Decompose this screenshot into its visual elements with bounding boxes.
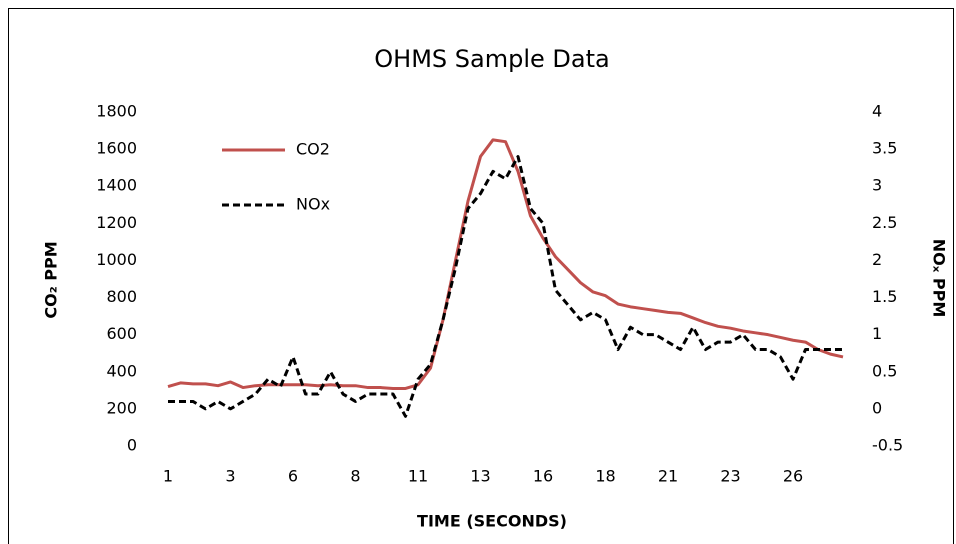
x-tick-label: 11	[408, 467, 428, 486]
y2-tick-label: 0.5	[872, 361, 897, 380]
y2-tick-label: 3	[872, 176, 882, 195]
x-tick-label: 13	[470, 467, 490, 486]
y-tick-label: 200	[106, 398, 137, 417]
x-tick-label: 18	[595, 467, 615, 486]
x-tick-label: 6	[288, 467, 298, 486]
chart-border	[8, 8, 954, 544]
x-tick-label: 1	[163, 467, 173, 486]
y-tick-label: 1400	[96, 176, 137, 195]
x-tick-label: 23	[720, 467, 740, 486]
y2-tick-label: -0.5	[872, 436, 903, 455]
legend-label: NOx	[296, 195, 330, 214]
x-tick-label: 3	[225, 467, 235, 486]
x-tick-label: 8	[350, 467, 360, 486]
x-tick-label: 16	[533, 467, 553, 486]
series-line	[167, 138, 844, 390]
y2-tick-label: 1.5	[872, 287, 897, 306]
y-tick-label: 1800	[96, 102, 137, 121]
x-axis-title: TIME (SECONDS)	[417, 512, 567, 531]
y2-tick-label: 2	[872, 250, 882, 269]
chart-title: OHMS Sample Data	[374, 45, 609, 73]
y-tick-label: 1000	[96, 250, 137, 269]
y2-tick-label: 4	[872, 102, 882, 121]
x-tick-label: 26	[783, 467, 803, 486]
y2-tick-label: 1	[872, 324, 882, 343]
y-tick-label: 400	[106, 361, 137, 380]
y-tick-label: 0	[127, 436, 137, 455]
x-tick-label: 21	[658, 467, 678, 486]
legend-label: CO2	[296, 140, 330, 159]
y-axis-title: CO₂ PPM	[42, 241, 61, 318]
y-tick-label: 1600	[96, 139, 137, 158]
y2-axis-title: NOₓ PPM	[930, 239, 949, 318]
y-tick-label: 600	[106, 324, 137, 343]
y2-tick-label: 2.5	[872, 213, 897, 232]
series-line	[168, 155, 843, 418]
y-tick-label: 800	[106, 287, 137, 306]
y2-tick-label: 0	[872, 398, 882, 417]
y-tick-label: 1200	[96, 213, 137, 232]
y2-tick-label: 3.5	[872, 139, 897, 158]
